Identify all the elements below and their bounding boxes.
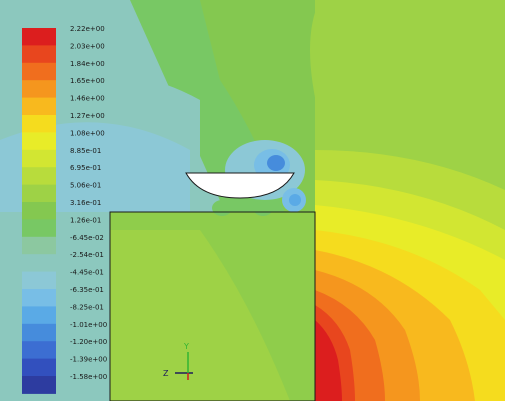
legend-swatch: [22, 341, 56, 360]
legend-swatch: [22, 358, 56, 377]
legend-label: 1.27e+00: [70, 112, 105, 120]
legend-swatch: [22, 254, 56, 273]
legend-labels: 2.22e+00 2.03e+00 1.84e+00 1.65e+00 1.46e+00…: [70, 25, 107, 381]
right-field-contours: [315, 0, 505, 401]
legend-label: 5.06e-01: [70, 182, 101, 190]
legend-label: -2.54e-01: [70, 251, 104, 259]
legend-swatch: [22, 219, 56, 238]
legend-swatch: [22, 62, 56, 81]
legend-swatch: [22, 28, 56, 46]
legend-label: 1.08e+00: [70, 129, 105, 137]
legend-swatch: [22, 376, 56, 394]
axis-triad: Z Y: [163, 342, 193, 380]
legend-label: 1.65e+00: [70, 77, 105, 85]
legend-swatch: [22, 167, 56, 186]
block-inner-contour: [110, 212, 315, 401]
legend-swatch: [22, 45, 56, 64]
legend-label: 1.84e+00: [70, 60, 105, 68]
legend-swatch: [22, 97, 56, 116]
legend-swatch: [22, 132, 56, 151]
legend-label: -1.39e+00: [70, 356, 107, 364]
axis-z-label: Z: [163, 369, 169, 378]
legend-swatch: [22, 323, 56, 342]
legend-label: 1.26e-01: [70, 216, 101, 224]
legend-label: -1.01e+00: [70, 321, 107, 329]
legend-label: -4.45e-01: [70, 269, 104, 277]
block-outline: [109, 211, 316, 401]
legend-label: 6.95e-01: [70, 164, 101, 172]
legend-swatch: [22, 306, 56, 325]
dish-body: [185, 172, 295, 199]
legend-swatch: [22, 271, 56, 290]
legend-swatch: [22, 149, 56, 168]
legend-label: -8.25e-01: [70, 303, 104, 311]
legend-label: 2.22e+00: [70, 25, 105, 33]
legend-label: -1.20e+00: [70, 338, 107, 346]
legend-label: -1.58e+00: [70, 373, 107, 381]
legend-swatch: [22, 115, 56, 133]
legend-color-bar: [22, 28, 56, 394]
legend-label: 2.03e+00: [70, 42, 105, 50]
legend-swatch: [22, 184, 56, 203]
legend-swatch: [22, 202, 56, 220]
legend-label: 8.85e-01: [70, 147, 101, 155]
axis-y-label: Y: [183, 342, 189, 351]
legend-swatch: [22, 80, 56, 99]
legend-swatch: [22, 289, 56, 307]
legend-label: -6.35e-01: [70, 286, 104, 294]
legend-label: 3.16e-01: [70, 199, 101, 207]
legend-swatch: [22, 236, 56, 255]
legend-label: -6.45e-02: [70, 234, 104, 242]
legend-label: 1.46e+00: [70, 95, 105, 103]
